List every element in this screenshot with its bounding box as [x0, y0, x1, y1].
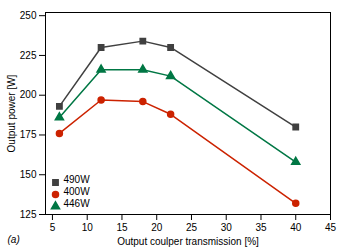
svg-text:20: 20	[151, 222, 163, 233]
svg-text:225: 225	[20, 50, 37, 61]
svg-text:25: 25	[186, 222, 198, 233]
svg-text:(a): (a)	[8, 234, 20, 245]
svg-text:45: 45	[325, 222, 337, 233]
svg-text:490W: 490W	[64, 174, 91, 185]
svg-text:30: 30	[221, 222, 233, 233]
svg-text:175: 175	[20, 129, 37, 140]
svg-text:400W: 400W	[64, 186, 91, 197]
svg-text:Output power [W]: Output power [W]	[6, 74, 17, 152]
svg-text:40: 40	[290, 222, 302, 233]
svg-text:35: 35	[255, 222, 267, 233]
svg-text:150: 150	[20, 169, 37, 180]
svg-text:125: 125	[20, 209, 37, 220]
svg-text:10: 10	[82, 222, 94, 233]
svg-text:Output coulper transmission [%: Output coulper transmission [%]	[117, 236, 259, 247]
svg-text:200: 200	[20, 89, 37, 100]
svg-text:15: 15	[116, 222, 128, 233]
svg-text:5: 5	[50, 222, 56, 233]
svg-text:446W: 446W	[64, 198, 91, 209]
svg-text:250: 250	[20, 10, 37, 21]
